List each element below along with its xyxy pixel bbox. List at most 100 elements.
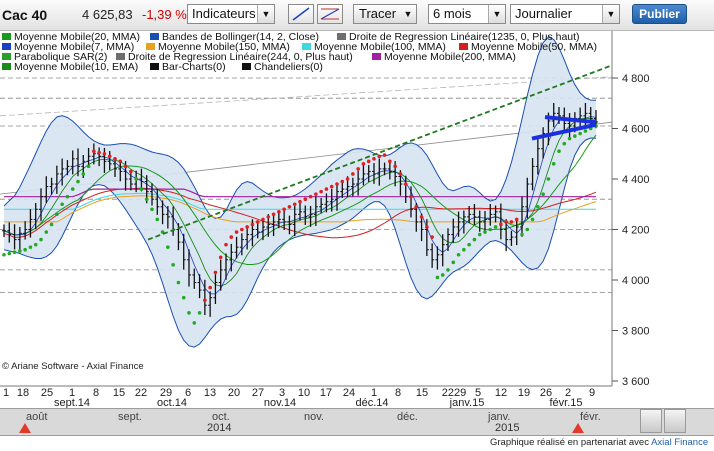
parabolic-sar-dot <box>329 184 334 189</box>
parabolic-sar-dot <box>536 204 540 209</box>
legend-item: Moyenne Mobile(100, MMA) <box>302 42 446 53</box>
parabolic-sar-dot <box>123 164 128 169</box>
x-day-label: 3 <box>279 387 285 399</box>
legend-item: Moyenne Mobile(150, MMA) <box>146 42 290 53</box>
parabolic-sar-dot <box>250 222 255 227</box>
parabolic-sar-dot <box>292 202 297 207</box>
parabolic-sar-dot <box>197 311 202 315</box>
parabolic-sar-dot <box>409 194 413 199</box>
legend-swatch <box>242 63 251 70</box>
toolbar: Cac 40 4 625,83 -1,39 % Indicateurs ▼ Tr… <box>0 0 714 31</box>
axial-finance-link[interactable]: Axial Finance <box>651 437 709 448</box>
zoom-in-icon[interactable] <box>640 409 662 433</box>
x-day-label: 22 <box>135 387 147 399</box>
parabolic-sar-dot <box>150 207 154 212</box>
parabolic-sar-dot <box>451 260 456 265</box>
indicator-legend: Moyenne Mobile(20, MMA) Bandes de Bollin… <box>0 31 714 75</box>
y-tick-label: 3 600 <box>622 376 650 388</box>
interval-select[interactable]: Journalier ▼ <box>510 4 620 24</box>
parabolic-sar-dot <box>504 220 508 224</box>
x-day-label: 29 <box>160 387 172 399</box>
time-navigator[interactable]: août sept. oct. nov. déc. janv. févr. 20… <box>0 408 714 436</box>
y-tick-label: 3 800 <box>622 326 650 338</box>
x-day-label: 20 <box>228 387 240 399</box>
ma-20 <box>3 134 597 265</box>
y-tick-label: 4 200 <box>622 225 650 237</box>
parabolic-sar-dot <box>113 157 117 161</box>
parabolic-sar-dot <box>229 235 234 239</box>
legend-swatch <box>150 33 159 40</box>
nav-month: sept. <box>118 411 142 423</box>
parabolic-sar-dot <box>430 235 434 239</box>
parabolic-sar-dot <box>203 298 207 303</box>
parabolic-sar-dot <box>60 202 64 207</box>
parabolic-sar-dot <box>224 242 228 247</box>
parabolic-sar-dot <box>573 134 577 138</box>
ma-200 <box>4 188 596 198</box>
parabolic-sar-dot <box>366 159 371 164</box>
x-day-label: 12 <box>495 387 507 399</box>
parabolic-sar-dot <box>324 187 329 191</box>
legend-swatch <box>2 33 11 40</box>
parabolic-sar-dot <box>208 285 212 290</box>
parabolic-sar-dot <box>187 311 191 315</box>
draw-dropdown[interactable]: Tracer ▼ <box>353 4 417 24</box>
x-day-label: 15 <box>416 387 428 399</box>
parabolic-sar-dot <box>372 157 376 161</box>
parabolic-sar-dot <box>261 217 265 222</box>
nav-month: févr. <box>580 411 601 423</box>
parabolic-sar-dot <box>530 217 535 222</box>
parabolic-sar-dot <box>97 150 101 155</box>
legend-swatch <box>459 43 468 50</box>
parabolic-sar-dot <box>546 177 551 181</box>
chevron-down-icon: ▼ <box>257 5 274 23</box>
x-day-label: 8 <box>395 387 401 399</box>
parabolic-sar-dot <box>425 225 429 229</box>
parabolic-sar-dot <box>107 154 112 159</box>
parabolic-sar-dot <box>398 172 403 176</box>
parabolic-sar-dot <box>551 162 556 166</box>
parabolic-sar-dot <box>240 227 244 232</box>
range-end-handle-icon[interactable] <box>572 423 584 433</box>
parabolic-sar-dot <box>477 232 482 237</box>
parabolic-sar-dot <box>33 242 38 247</box>
parabolic-sar-dot <box>483 230 487 234</box>
legend-swatch <box>2 63 11 70</box>
x-day-label: 24 <box>343 387 355 399</box>
parabolic-sar-dot <box>345 177 350 181</box>
parabolic-sar-dot <box>44 230 49 234</box>
parabolic-sar-dot <box>49 222 54 227</box>
parabolic-sar-dot <box>102 151 107 156</box>
indicators-dropdown[interactable]: Indicateurs ▼ <box>187 4 275 24</box>
legend-swatch <box>2 53 11 60</box>
parabolic-sar-dot <box>155 217 160 222</box>
line-tool-icon[interactable] <box>288 4 314 24</box>
period-select[interactable]: 6 mois ▼ <box>428 4 506 24</box>
x-day-label: 5 <box>475 387 481 399</box>
zoom-out-icon[interactable] <box>664 409 686 433</box>
nav-month: déc. <box>397 411 418 423</box>
parabolic-sar-dot <box>462 247 466 252</box>
parabolic-sar-dot <box>12 250 17 255</box>
publish-button[interactable]: Publier <box>632 4 687 24</box>
parabolic-sar-dot <box>129 169 133 174</box>
parabolic-sar-dot <box>255 220 260 224</box>
parabolic-sar-dot <box>525 227 530 232</box>
x-day-label: 27 <box>252 387 264 399</box>
parabolic-sar-dot <box>403 182 408 186</box>
nav-year: 2014 <box>207 422 232 434</box>
nav-month: janv. <box>488 411 511 423</box>
parabolic-sar-dot <box>514 217 519 222</box>
legend-swatch <box>302 43 311 50</box>
legend-swatch <box>116 53 125 60</box>
channel-tool-icon[interactable] <box>317 4 343 24</box>
parabolic-sar-dot <box>314 192 318 196</box>
x-day-label: 13 <box>204 387 216 399</box>
x-day-label: 8 <box>93 387 99 399</box>
range-start-handle-icon[interactable] <box>19 423 31 433</box>
ma-150 <box>4 195 597 223</box>
x-month-label: déc.14 <box>355 397 388 408</box>
legend-item: Chandeliers(0) <box>242 62 323 73</box>
legend-item: Moyenne Mobile(50, MMA) <box>459 42 597 53</box>
parabolic-sar-dot <box>340 179 345 184</box>
